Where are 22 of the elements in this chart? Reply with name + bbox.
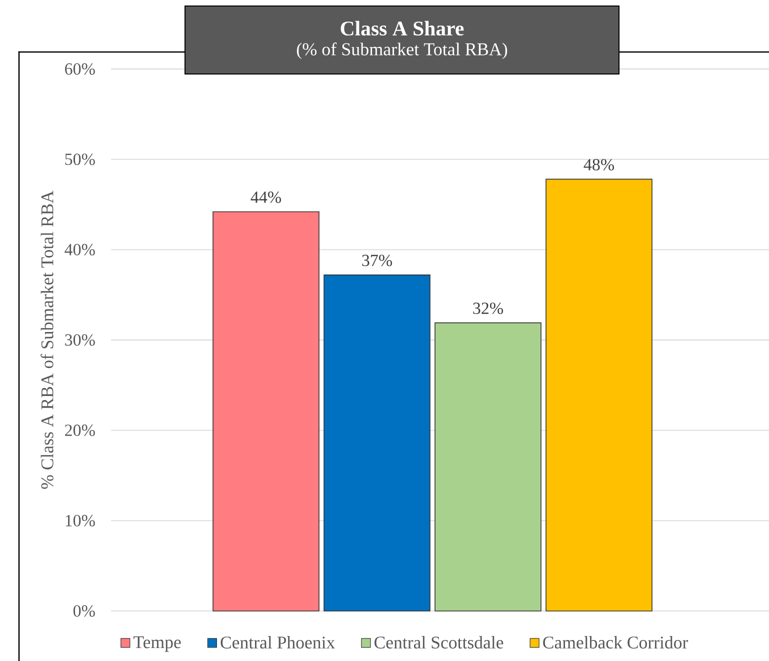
y-tick-label: 60%	[65, 63, 95, 75]
bar	[546, 178, 652, 612]
data-label: 48%	[584, 158, 614, 170]
y-tick-label: 40%	[64, 244, 95, 256]
y-tick-label: 20%	[65, 424, 95, 436]
y-tick-label: 50%	[65, 154, 95, 166]
legend-label: Tempe	[134, 636, 181, 652]
y-tick-label: 10%	[66, 514, 95, 526]
bar	[324, 274, 430, 612]
chart-subtitle: (% of Submarket Total RBA)	[296, 42, 508, 60]
legend-label: Central Phoenix	[220, 636, 335, 649]
legend-label: Camelback Corridor	[543, 636, 688, 649]
chart-title: Class A Share	[340, 20, 464, 36]
y-tick-label: 0%	[73, 605, 95, 617]
data-label: 37%	[362, 254, 392, 266]
data-label: 44%	[250, 191, 282, 203]
bar	[434, 322, 542, 612]
y-tick-label: 30%	[65, 334, 95, 346]
y-axis-title: % Class A RBA of Submarket Total RBA	[40, 190, 54, 489]
bar	[212, 211, 320, 612]
legend-label: Central Scottsdale	[374, 636, 504, 649]
data-label: 32%	[473, 302, 503, 314]
